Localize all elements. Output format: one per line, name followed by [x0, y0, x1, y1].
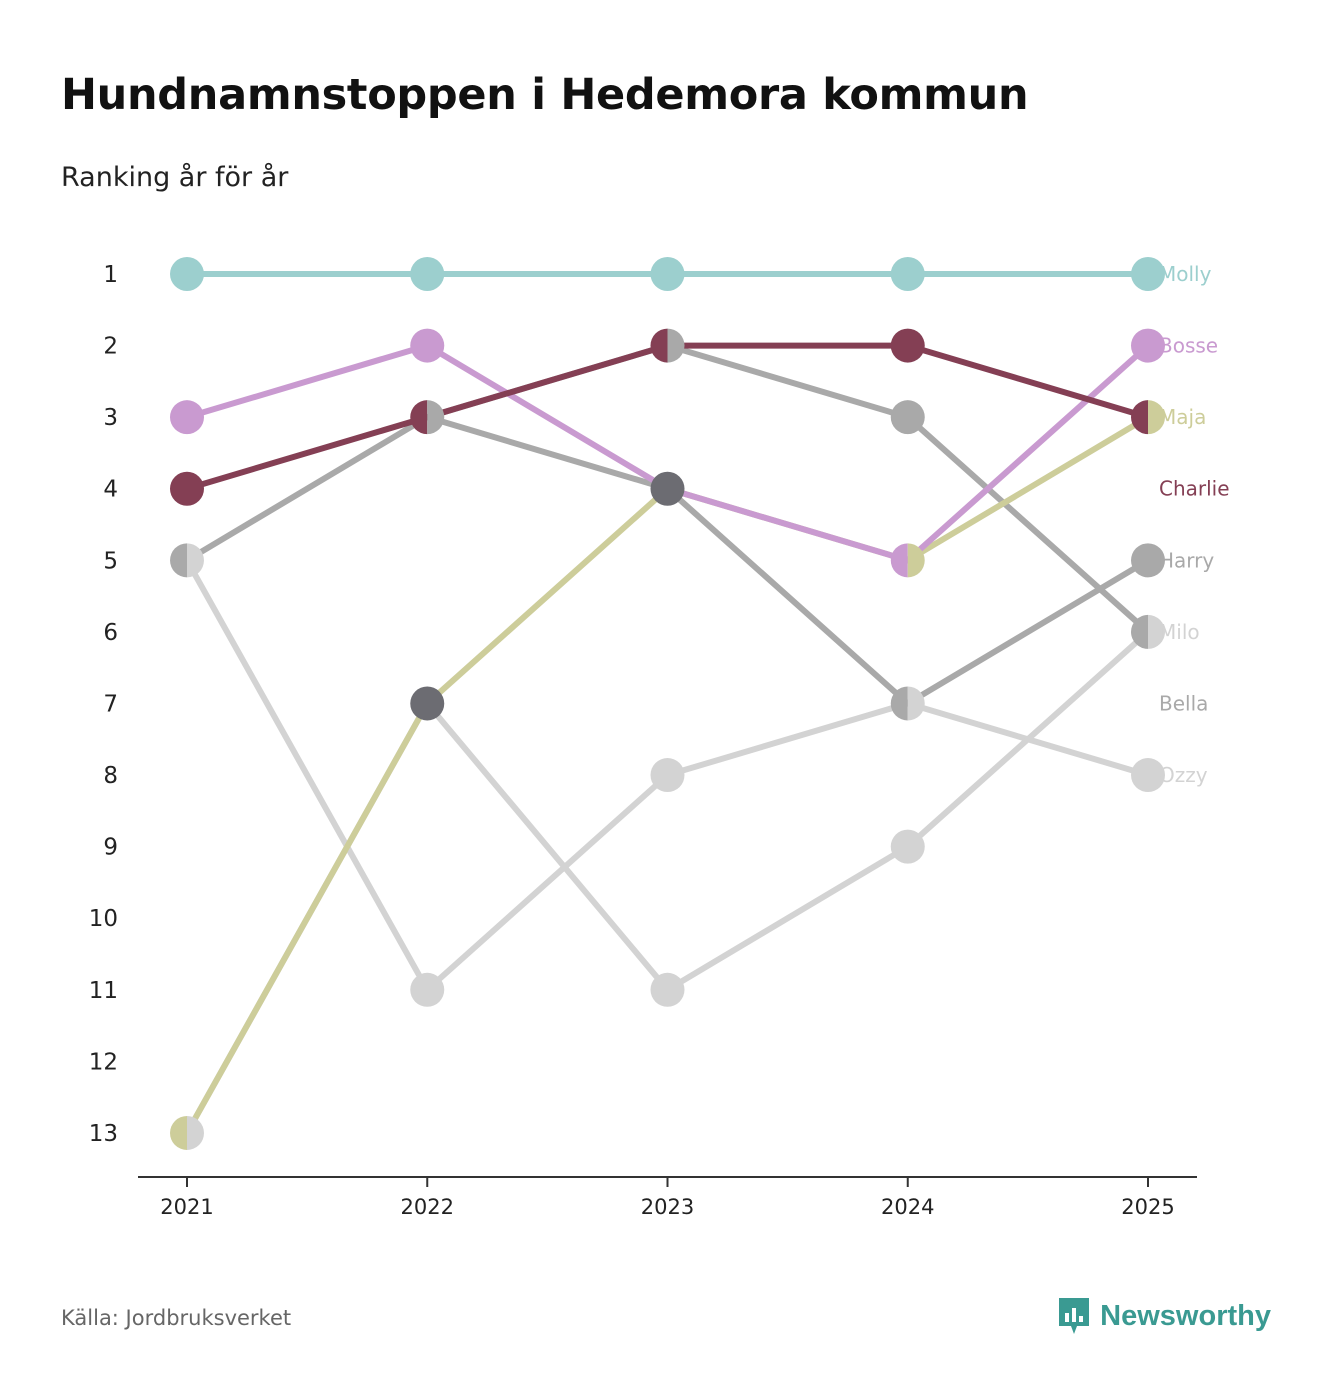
data-point-harry[interactable] — [890, 686, 908, 721]
x-tick-label: 2024 — [881, 1195, 934, 1219]
x-tick-label: 2025 — [1121, 1195, 1174, 1219]
data-point-charlie[interactable] — [650, 328, 668, 363]
end-label-charlie: Charlie — [1159, 477, 1230, 501]
newsworthy-logo-icon — [1059, 1298, 1090, 1334]
y-tick-label: 11 — [89, 978, 118, 1004]
data-point-harry[interactable] — [170, 543, 187, 578]
data-point-charlie[interactable] — [1131, 400, 1148, 435]
data-point-bosse[interactable] — [410, 328, 445, 363]
data-point-ozzy[interactable] — [410, 972, 445, 1007]
chart-subtitle: Ranking år för år — [61, 162, 289, 193]
data-point-bella[interactable] — [187, 1115, 204, 1150]
data-point-shared[interactable] — [650, 471, 685, 506]
data-point-bella[interactable] — [650, 972, 685, 1007]
y-tick-label: 8 — [103, 763, 118, 789]
data-point-charlie[interactable] — [890, 328, 925, 363]
y-tick-label: 1 — [103, 262, 118, 288]
data-point-molly[interactable] — [650, 257, 685, 291]
data-point-bella[interactable] — [890, 829, 925, 864]
x-tick-label: 2022 — [401, 1195, 454, 1219]
y-tick-label: 7 — [103, 691, 118, 717]
end-label-ozzy: Ozzy — [1159, 763, 1208, 787]
y-tick-label: 13 — [89, 1121, 118, 1147]
data-point-ozzy[interactable] — [187, 543, 204, 578]
end-label-milo: Milo — [1159, 620, 1200, 644]
series-line-harry[interactable] — [184, 414, 1151, 707]
end-label-bella: Bella — [1159, 691, 1208, 715]
end-label-maja: Maja — [1159, 405, 1206, 429]
data-point-ozzy[interactable] — [1131, 758, 1165, 793]
series-line-bella[interactable] — [184, 628, 1151, 1136]
y-tick-label: 10 — [89, 906, 118, 932]
y-tick-label: 5 — [103, 548, 118, 574]
y-tick-label: 2 — [103, 334, 118, 360]
series-end-labels: Molly Bosse Maja Charlie Harry Milo Bella Ozzy — [1159, 262, 1230, 787]
data-point-ozzy[interactable] — [907, 686, 925, 721]
y-tick-label: 6 — [103, 620, 118, 646]
y-tick-label: 9 — [103, 835, 118, 861]
data-point-milo[interactable] — [1131, 614, 1148, 649]
series-line-charlie[interactable] — [184, 342, 1151, 492]
data-point-harry[interactable] — [427, 400, 445, 435]
data-point-molly[interactable] — [170, 257, 204, 291]
data-point-milo[interactable] — [667, 328, 685, 363]
chart-title: Hundnamnstoppen i Hedemora kommun — [61, 70, 1029, 120]
brand-logo[interactable]: Newsworthy — [1057, 1296, 1271, 1336]
data-point-molly[interactable] — [1131, 257, 1165, 291]
data-point-maja[interactable] — [907, 543, 925, 578]
series-markers — [170, 257, 1165, 1150]
data-point-molly[interactable] — [410, 257, 445, 291]
data-point-molly[interactable] — [890, 257, 925, 291]
data-point-maja[interactable] — [170, 1115, 187, 1150]
x-tick-label: 2021 — [160, 1195, 213, 1219]
source-note: Källa: Jordbruksverket — [61, 1306, 292, 1330]
y-tick-label: 12 — [89, 1049, 118, 1075]
series-line-milo[interactable] — [424, 342, 1151, 635]
data-point-charlie[interactable] — [170, 471, 204, 506]
series-line-bosse[interactable] — [184, 342, 1151, 564]
y-tick-label: 4 — [103, 477, 118, 503]
end-label-harry: Harry — [1159, 548, 1214, 572]
end-label-bosse: Bosse — [1159, 334, 1218, 358]
end-label-molly: Molly — [1159, 262, 1212, 286]
data-point-milo[interactable] — [890, 400, 925, 435]
x-tick-label: 2023 — [641, 1195, 694, 1219]
data-point-ozzy[interactable] — [650, 758, 685, 793]
data-point-bosse[interactable] — [890, 543, 908, 578]
x-axis: 2021 2022 2023 2024 2025 — [138, 1176, 1197, 1219]
data-point-shared[interactable] — [410, 686, 445, 721]
brand-name: Newsworthy — [1100, 1299, 1271, 1332]
data-point-bosse[interactable] — [170, 400, 204, 435]
data-point-bosse[interactable] — [1131, 328, 1165, 363]
data-point-charlie[interactable] — [410, 400, 428, 435]
data-point-harry[interactable] — [1131, 543, 1165, 578]
data-point-maja[interactable] — [1148, 400, 1165, 435]
data-point-bella[interactable] — [1148, 614, 1165, 649]
y-tick-label: 3 — [103, 405, 118, 431]
